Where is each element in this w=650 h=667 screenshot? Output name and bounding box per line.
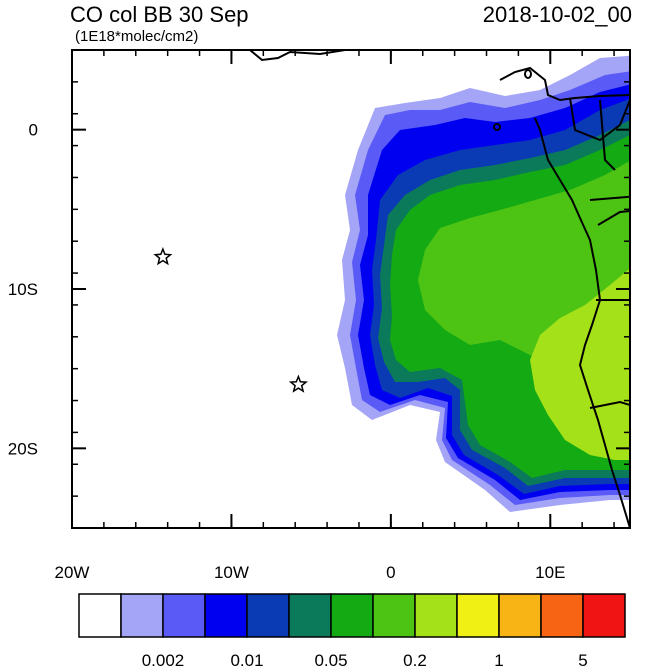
units-label: (1E18*molec/cm2) <box>75 28 199 45</box>
colorbar-swatch <box>582 593 626 638</box>
colorbar: 0.002 0.01 0.05 0.2 1 5 <box>78 593 626 667</box>
country-border-6 <box>599 99 616 171</box>
colorbar-label: 0.05 <box>314 651 347 667</box>
colorbar-label: 5 <box>578 651 587 667</box>
colorbar-swatch <box>456 593 500 638</box>
colorbar-swatch <box>204 593 248 638</box>
country-border-4 <box>589 400 630 409</box>
colorbar-label: 1 <box>494 651 503 667</box>
axis-ticks: 20W 10W 0 10E 0 10S 20S <box>8 49 630 582</box>
country-border-1 <box>589 195 630 201</box>
star-marker-2 <box>288 374 308 393</box>
colorbar-swatch <box>498 593 542 638</box>
y-tick-label: 0 <box>29 121 38 140</box>
y-tick-label: 10S <box>8 280 38 299</box>
west-africa-coastline <box>249 50 346 62</box>
colorbar-label: 0.01 <box>230 651 263 667</box>
island-2 <box>524 69 532 79</box>
colorbar-swatch <box>414 593 458 638</box>
colorbar-swatch <box>330 593 374 638</box>
x-tick-label: 20W <box>55 563 90 582</box>
map-title: CO col BB 30 Sep <box>70 2 249 27</box>
colorbar-swatch <box>78 593 122 638</box>
datetime-label: 2018-10-02_00 <box>482 2 632 27</box>
colorbar-swatch <box>246 593 290 638</box>
star-markers <box>153 247 308 393</box>
colorbar-label: 0.2 <box>403 651 427 667</box>
colorbar-swatch <box>540 593 584 638</box>
y-tick-label: 20S <box>8 439 38 458</box>
southwest-africa-coastline <box>534 117 630 528</box>
colorbar-swatch <box>372 593 416 638</box>
co-plume <box>337 55 630 512</box>
country-border-5 <box>569 97 630 142</box>
colorbar-swatch <box>120 593 164 638</box>
x-tick-label: 10E <box>535 563 565 582</box>
x-tick-label: 0 <box>386 563 395 582</box>
colorbar-swatch <box>288 593 332 638</box>
star-marker-1 <box>153 247 173 266</box>
colorbar-label: 0.002 <box>142 651 185 667</box>
island-1 <box>493 123 501 131</box>
x-tick-label: 10W <box>214 563 249 582</box>
colorbar-swatch <box>162 593 206 638</box>
gulf-of-guinea-coastline <box>499 66 630 102</box>
country-border-2 <box>597 209 630 226</box>
coastlines <box>249 50 630 528</box>
